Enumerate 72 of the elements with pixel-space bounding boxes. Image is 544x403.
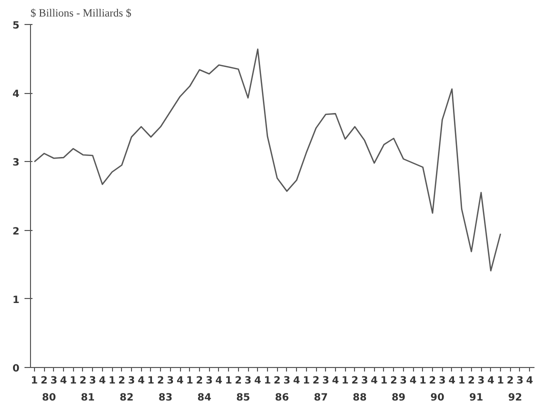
- x-tick-label: 2: [196, 376, 203, 386]
- x-tick-label: 3: [206, 376, 213, 386]
- x-tick-label: 1: [30, 376, 38, 386]
- x-tick-label: 3: [361, 376, 368, 386]
- x-tick-label: 2: [40, 376, 48, 386]
- x-tick-label: 1: [108, 376, 116, 386]
- x-tick-label: 1: [147, 376, 154, 386]
- text: 82: [120, 392, 134, 403]
- x-tick-label: 1: [419, 376, 426, 386]
- x-tick-label: 3: [166, 376, 174, 386]
- x-tick-label: 3: [283, 376, 290, 386]
- x-tick-label: 3: [516, 376, 524, 386]
- text: 86: [275, 392, 290, 403]
- x-tick-label: 1: [225, 376, 232, 386]
- text: 81: [80, 392, 95, 403]
- x-tick-label: 2: [274, 376, 281, 386]
- x-tick-label: 3: [438, 376, 446, 386]
- x-tick-label: 4: [176, 376, 184, 386]
- x-tick-label: 4: [60, 376, 68, 386]
- x-tick-label: 4: [410, 376, 417, 386]
- text: 85: [236, 392, 250, 403]
- x-tick-label: 4: [138, 376, 145, 386]
- x-tick-label: 2: [312, 376, 320, 386]
- y-tick-label: 5: [12, 20, 20, 32]
- x-tick-label: 2: [351, 376, 358, 386]
- y-tick-label: 0: [12, 364, 20, 374]
- x-tick-label: 1: [497, 376, 504, 386]
- x-tick-label: 3: [400, 376, 407, 386]
- x-tick-label: 2: [390, 376, 398, 386]
- x-tick-label: 4: [448, 376, 456, 386]
- chart-title: $ Billions - Milliards $: [30, 8, 132, 20]
- y-tick-label: 1: [12, 294, 20, 306]
- x-tick-label: 4: [215, 376, 222, 386]
- x-tick-label: 2: [506, 376, 514, 386]
- x-tick-label: 2: [429, 376, 436, 386]
- x-tick-label: 4: [526, 376, 534, 386]
- y-tick-label: 3: [12, 158, 20, 169]
- x-tick-label: 4: [254, 376, 262, 386]
- text: 92: [508, 392, 522, 403]
- y-tick-label: 4: [12, 89, 20, 100]
- text: 84: [197, 392, 212, 403]
- x-tick-label: 1: [302, 376, 310, 386]
- x-tick-label: 2: [468, 376, 475, 386]
- text: 90: [430, 392, 444, 403]
- x-tick-label: 4: [332, 376, 339, 386]
- x-tick-label: 3: [244, 376, 252, 386]
- x-tick-label: 3: [128, 376, 136, 386]
- x-tick-label: 2: [234, 376, 242, 386]
- x-tick-label: 1: [186, 376, 194, 386]
- x-tick-label: 2: [157, 376, 164, 386]
- text: 89: [392, 392, 406, 403]
- x-tick-label: 2: [118, 376, 126, 386]
- x-tick-label: 1: [380, 376, 388, 386]
- x-tick-label: 1: [342, 376, 349, 386]
- text: 83: [158, 392, 172, 403]
- x-tick-label: 1: [70, 376, 77, 386]
- text: 80: [42, 392, 56, 403]
- x-tick-label: 4: [370, 376, 378, 386]
- x-tick-label: 4: [98, 376, 106, 386]
- x-tick-label: 1: [458, 376, 466, 386]
- x-tick-label: 2: [79, 376, 86, 386]
- x-tick-label: 3: [322, 376, 330, 386]
- x-tick-label: 3: [89, 376, 96, 386]
- y-tick-label: 2: [12, 226, 20, 238]
- x-tick-label: 3: [478, 376, 485, 386]
- x-tick-label: 3: [50, 376, 58, 386]
- text: 91: [469, 392, 484, 403]
- text: 88: [352, 392, 367, 403]
- x-tick-label: 4: [293, 376, 300, 386]
- x-tick-label: 1: [264, 376, 271, 386]
- x-tick-label: 4: [487, 376, 494, 386]
- text: 87: [314, 392, 328, 403]
